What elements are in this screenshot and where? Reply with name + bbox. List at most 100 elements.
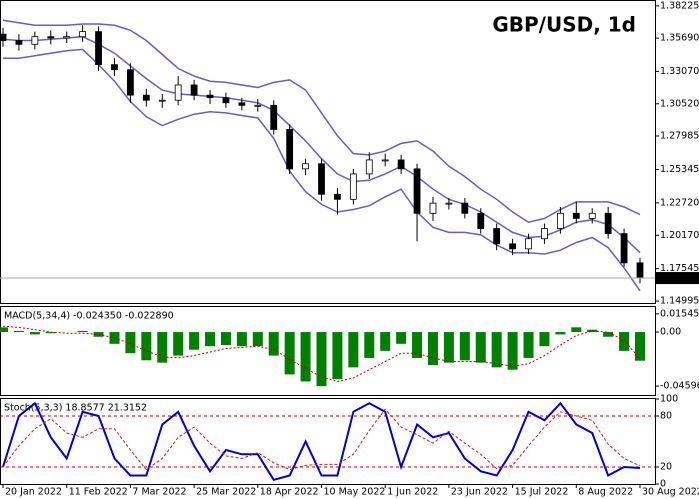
macd-bar — [205, 332, 216, 347]
macd-bar — [29, 332, 40, 335]
macd-bar — [348, 332, 359, 368]
candle-body — [397, 159, 405, 170]
y-tick-label: 1.14995 — [660, 296, 699, 307]
candle-body — [79, 31, 87, 38]
macd-bar — [587, 329, 598, 333]
x-tick-label: 7 Mar 2022 — [132, 487, 186, 498]
candle-body — [31, 36, 39, 45]
candle-body — [238, 102, 246, 106]
y-tick-label: 80 — [660, 411, 672, 422]
macd-bar — [13, 330, 24, 333]
macd-bar — [635, 332, 645, 361]
macd-bar — [220, 332, 231, 345]
macd-bar — [157, 332, 168, 363]
stoch-main — [2, 401, 641, 481]
candle-body — [461, 202, 469, 214]
x-tick-label: 30 Aug 2022 — [642, 487, 699, 498]
x-tick-label: 1 Jun 2022 — [387, 487, 438, 498]
candle-body — [509, 243, 517, 250]
candle-body — [445, 202, 453, 205]
candle-body — [541, 228, 548, 240]
candle-body — [302, 163, 309, 170]
macd-bar — [603, 332, 614, 337]
candle-body — [381, 159, 389, 162]
candle-body — [334, 193, 341, 200]
y-tick-label: 1.27985 — [660, 130, 699, 141]
y-tick-label: 1.38225 — [660, 0, 699, 11]
y-tick-label: 0.00 — [660, 327, 681, 338]
x-tick-label: 8 Aug 2022 — [578, 487, 633, 498]
chart-title: GBP/USD, 1d — [492, 13, 636, 37]
macd-bar — [268, 332, 279, 356]
x-tick-label: 25 Mar 2022 — [196, 487, 256, 498]
x-tick-label: 15 Jul 2022 — [515, 487, 569, 498]
candle-body — [190, 84, 198, 96]
y-tick-label: -0.045961 — [660, 381, 699, 392]
macd-bar — [316, 332, 327, 387]
x-tick-label: 20 Jan 2022 — [5, 487, 62, 498]
y-tick-label: 1.25345 — [660, 164, 699, 175]
y-tick-label: 20 — [660, 462, 672, 473]
macd-bar — [475, 332, 486, 363]
candle-body — [142, 94, 150, 101]
candle-body — [111, 64, 118, 71]
macd-bar — [252, 332, 263, 347]
macd-bar — [77, 330, 88, 333]
candle-body — [525, 238, 532, 250]
candle-body — [270, 104, 278, 130]
macd-bar — [380, 332, 391, 351]
candle-body — [572, 212, 580, 219]
candle-body — [365, 159, 373, 175]
macd-signal — [2, 325, 641, 383]
y-tick-label: 1.30520 — [660, 98, 699, 109]
macd-bar — [189, 332, 200, 350]
macd-bar — [236, 332, 247, 347]
candle-body — [318, 163, 325, 195]
macd-bar — [523, 332, 534, 358]
candle-body — [127, 69, 134, 96]
macd-bar — [619, 332, 630, 351]
bollinger-lower — [3, 48, 641, 292]
macd-bar — [459, 332, 470, 361]
y-tick-label: 0 — [660, 479, 666, 490]
macd-bar — [555, 332, 566, 335]
macd-bar — [412, 332, 423, 358]
macd-bar — [173, 332, 184, 356]
candle-body — [286, 129, 294, 170]
candle-body — [95, 31, 102, 66]
y-tick-label: 100 — [660, 394, 678, 405]
macd-bar — [332, 332, 343, 380]
candle-body — [620, 233, 628, 264]
bollinger-upper — [2, 19, 641, 224]
current-price-box — [656, 272, 699, 285]
macd-bar — [141, 332, 152, 361]
x-tick-label: 23 Jun 2022 — [451, 487, 508, 498]
candle-body — [413, 168, 421, 214]
candle-body — [254, 104, 262, 107]
macd-bar — [45, 332, 56, 334]
macd-bar — [427, 332, 438, 365]
current-price-label: 1.16804 — [660, 273, 699, 284]
candle-body — [636, 262, 644, 279]
macd-panel — [0, 306, 656, 396]
macd-bar — [507, 332, 518, 370]
candle-body — [158, 99, 166, 102]
stoch-panel — [0, 398, 656, 485]
x-tick-label: 18 Apr 2022 — [260, 487, 319, 498]
macd-bar — [125, 332, 136, 354]
stoch-signal — [2, 408, 641, 471]
macd-bar — [491, 332, 502, 368]
candle-body — [222, 97, 230, 104]
y-tick-label: 0.015457 — [660, 308, 699, 319]
stoch-header: Stoch(5,3,3) 18.8577 21.3152 — [4, 403, 147, 414]
macd-bar — [284, 332, 295, 375]
price-panel — [0, 0, 656, 304]
y-tick-label: 1.17545 — [660, 263, 699, 274]
candle-body — [63, 36, 71, 39]
macd-bar — [300, 332, 311, 382]
candle-body — [604, 212, 612, 235]
macd-bar — [571, 327, 582, 333]
y-tick-label: 1.33070 — [660, 66, 699, 77]
x-tick-label: 10 May 2022 — [324, 487, 386, 498]
macd-header: MACD(5,34,4) -0.024350 -0.022890 — [4, 311, 174, 322]
